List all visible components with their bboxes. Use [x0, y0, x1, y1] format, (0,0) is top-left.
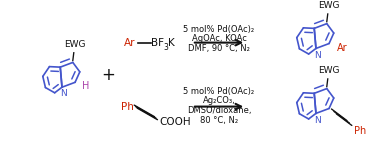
Text: N: N [314, 51, 321, 60]
Text: 5 mol% Pd(OAc)₂: 5 mol% Pd(OAc)₂ [184, 24, 254, 34]
Text: EWG: EWG [318, 1, 339, 10]
Text: 5 mol% Pd(OAc)₂: 5 mol% Pd(OAc)₂ [184, 87, 254, 96]
Text: Ar: Ar [124, 38, 136, 48]
Text: +: + [101, 66, 115, 84]
Text: 80 °C, N₂: 80 °C, N₂ [200, 116, 238, 125]
Text: DMSO/dioxane,: DMSO/dioxane, [187, 106, 251, 115]
Text: Ar: Ar [337, 43, 348, 53]
Text: DMF, 90 °C, N₂: DMF, 90 °C, N₂ [188, 44, 250, 53]
Text: N: N [314, 116, 321, 125]
Text: BF: BF [151, 38, 164, 48]
Text: Ag₂CO₃,: Ag₂CO₃, [203, 96, 235, 105]
Text: 3: 3 [164, 43, 169, 52]
Text: Ph: Ph [121, 102, 134, 112]
Text: EWG: EWG [318, 66, 339, 75]
Text: K: K [168, 38, 175, 48]
Text: AgOAc, KOAc: AgOAc, KOAc [192, 34, 247, 43]
Text: Ph: Ph [354, 126, 366, 136]
Text: EWG: EWG [64, 40, 86, 49]
Text: COOH: COOH [159, 117, 190, 127]
Text: N: N [61, 89, 67, 98]
Text: H: H [82, 81, 89, 91]
